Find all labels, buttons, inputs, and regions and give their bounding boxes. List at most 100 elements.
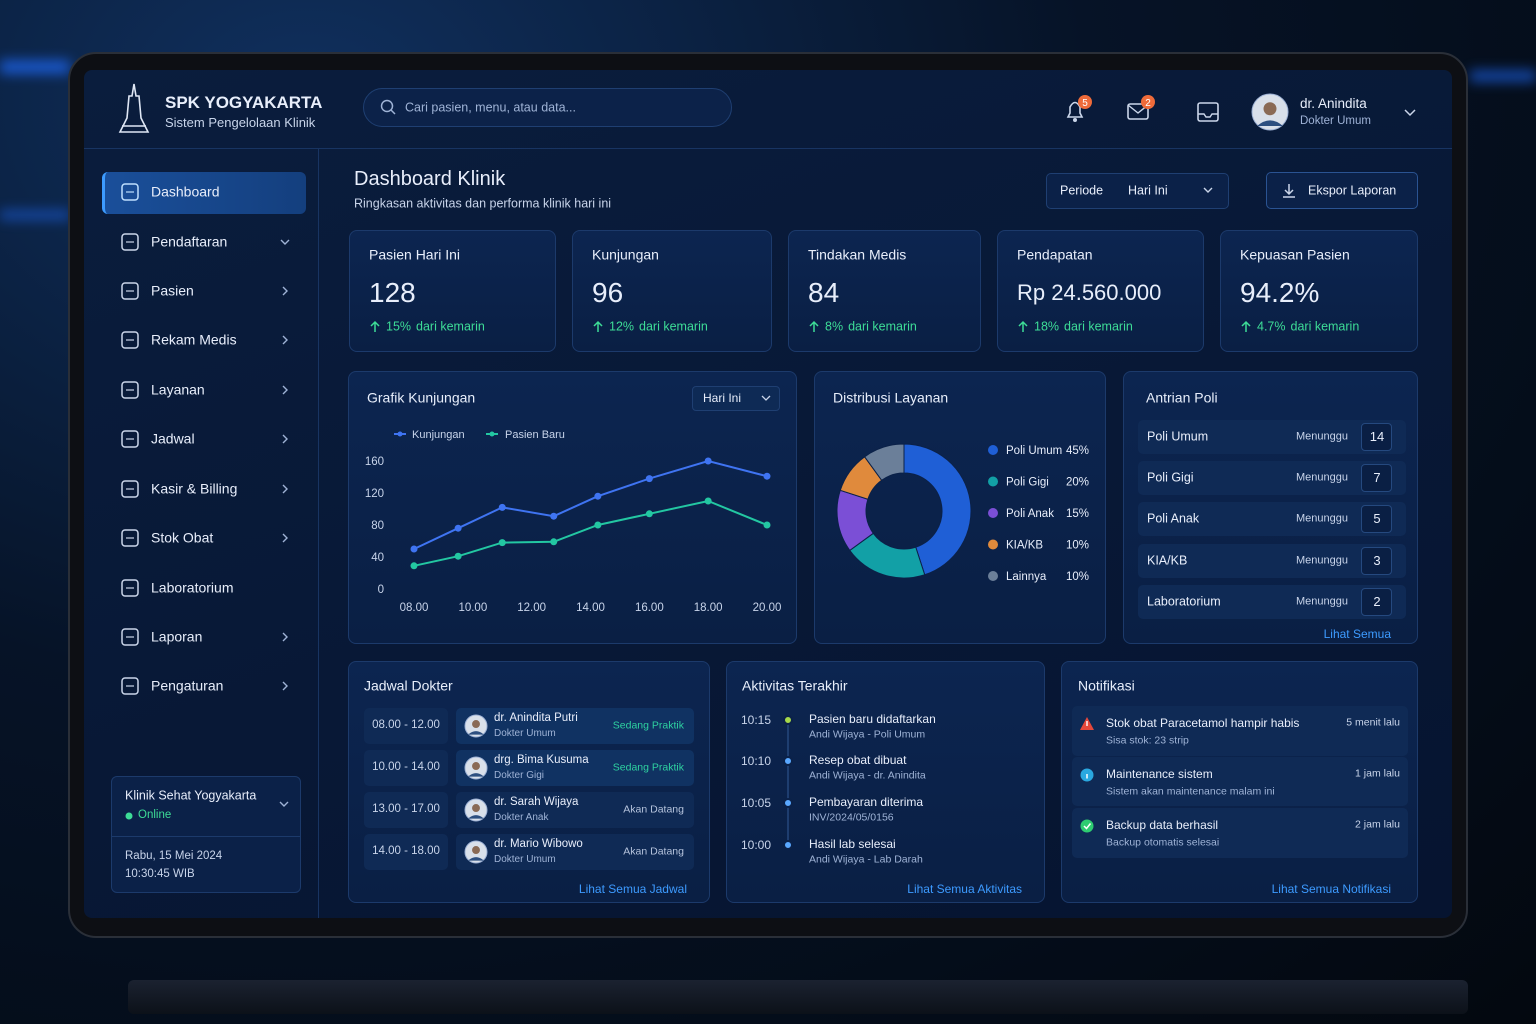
menu-item[interactable]: Pengaturan	[151, 677, 224, 694]
user-name: dr. Anindita	[1300, 95, 1367, 111]
export-label: Ekspor Laporan	[1308, 183, 1397, 198]
light-streak	[1470, 70, 1536, 82]
doctor-status: Akan Datang	[623, 803, 684, 816]
stat-value: Rp 24.560.000	[1017, 279, 1162, 305]
panel-title: Jadwal Dokter	[364, 677, 453, 694]
queue-name: Poli Anak	[1147, 511, 1200, 526]
stat-value: 96	[592, 277, 624, 309]
menu-item[interactable]: Dashboard	[151, 183, 220, 200]
activity-time: 10:00	[741, 837, 772, 852]
stat-label: Kepuasan Pasien	[1240, 246, 1350, 263]
activity-panel	[726, 661, 1045, 903]
doctor-name: dr. Mario Wibowo	[494, 838, 583, 851]
queue-count-box	[1361, 588, 1392, 616]
schedule-doctor-box	[456, 750, 694, 786]
doctor-status: Sedang Praktik	[612, 761, 684, 774]
menu-item[interactable]: Pendaftaran	[151, 233, 228, 250]
stat-card	[788, 230, 981, 352]
panel-link[interactable]: Lihat Semua Aktivitas	[907, 881, 1022, 896]
stat-change: 8% dari kemarin	[825, 320, 917, 335]
panel-link[interactable]: Lihat Semua Notifikasi	[1271, 881, 1391, 896]
stat-label: Pasien Hari Ini	[369, 246, 461, 263]
brand-title: SPK YOGYAKARTA	[165, 92, 323, 112]
queue-count-box	[1361, 423, 1392, 451]
stat-card	[572, 230, 772, 352]
panel-link[interactable]: Lihat Semua	[1323, 626, 1391, 641]
sidebar-divider	[318, 149, 319, 918]
doctor-name: dr. Anindita Putri	[494, 712, 578, 725]
brand-subtitle: Sistem Pengelolaan Klinik	[165, 115, 316, 131]
activity-title: Hasil lab selesai	[809, 836, 896, 851]
doctor-role: Dokter Umum	[494, 854, 556, 865]
schedule-time-box	[364, 750, 448, 786]
light-streak	[0, 210, 70, 220]
stat-change-text: dari kemarin	[1064, 319, 1133, 334]
queue-name: Poli Umum	[1147, 429, 1209, 444]
schedule-time: 14.00 - 18.00	[372, 845, 440, 858]
stat-label: Pendapatan	[1017, 246, 1093, 263]
notification-time: 5 menit lalu	[1346, 716, 1400, 729]
stat-card	[1220, 230, 1418, 352]
light-streak	[0, 60, 70, 74]
panel-link[interactable]: Lihat Semua Jadwal	[578, 881, 687, 896]
page-title: Dashboard Klinik	[354, 168, 506, 190]
page-subtitle: Ringkasan aktivitas dan performa klinik …	[354, 196, 612, 211]
stat-change-value: 8%	[825, 319, 844, 334]
period-label: Periode	[1060, 183, 1104, 198]
queue-count: 5	[1373, 511, 1381, 527]
activity-time: 10:05	[741, 795, 772, 810]
menu-item[interactable]: Layanan	[151, 381, 205, 398]
activity-detail: Andi Wijaya - dr. Anindita	[809, 769, 926, 782]
stat-card	[997, 230, 1204, 352]
period-select[interactable]	[1046, 173, 1229, 209]
menu-item[interactable]: Kasir & Billing	[151, 480, 238, 497]
notification-row	[1072, 706, 1408, 756]
activity-detail: Andi Wijaya - Poli Umum	[809, 728, 926, 741]
search-placeholder: Cari pasien, menu, atau data...	[405, 100, 576, 115]
menu-item[interactable]: Rekam Medis	[151, 331, 237, 348]
clinic-date: Rabu, 15 Mei 2024	[125, 850, 223, 863]
notification-time: 2 jam lalu	[1355, 818, 1400, 831]
menu-item[interactable]: Laporan	[151, 628, 203, 645]
stat-value: 84	[808, 277, 840, 309]
user-role: Dokter Umum	[1300, 115, 1371, 128]
notification-title: Backup data berhasil	[1106, 817, 1219, 832]
notification-row	[1072, 757, 1408, 806]
doctor-role: Dokter Gigi	[494, 770, 545, 781]
activity-title: Pembayaran diterima	[809, 794, 924, 809]
pie-chart-panel	[814, 371, 1106, 644]
queue-count-box	[1361, 464, 1392, 492]
stat-change: 15% dari kemarin	[386, 320, 485, 335]
stat-label: Tindakan Medis	[808, 246, 907, 263]
stat-value: 94.2%	[1240, 277, 1320, 309]
activity-title: Resep obat dibuat	[809, 752, 907, 767]
schedule-doctor-box	[456, 834, 694, 870]
chart-filter-label: Hari Ini	[703, 390, 742, 405]
menu-item[interactable]: Pasien	[151, 282, 194, 299]
clinic-divider	[112, 836, 300, 837]
schedule-time: 08.00 - 12.00	[372, 719, 440, 732]
notification-detail: Sisa stok: 23 strip	[1106, 734, 1189, 747]
menu-item[interactable]: Laboratorium	[151, 579, 234, 596]
queue-count: 14	[1369, 429, 1385, 445]
menu-item[interactable]: Stok Obat	[151, 529, 214, 546]
doctor-role: Dokter Anak	[494, 812, 549, 823]
search-box[interactable]	[363, 88, 732, 127]
stat-change-value: 18%	[1034, 319, 1060, 334]
notification-time: 1 jam lalu	[1355, 767, 1400, 780]
clinic-time: 10:30:45 WIB	[125, 868, 195, 881]
activity-time: 10:15	[741, 712, 772, 727]
doctor-name: dr. Sarah Wijaya	[494, 796, 579, 809]
queue-count: 7	[1373, 470, 1381, 486]
stat-change: 4.7% dari kemarin	[1257, 320, 1359, 335]
queue-count-box	[1361, 547, 1392, 575]
menu-item[interactable]: Jadwal	[151, 430, 195, 447]
schedule-time: 13.00 - 17.00	[372, 803, 440, 816]
panel-title: Aktivitas Terakhir	[742, 677, 848, 694]
stat-change-value: 4.7%	[1257, 319, 1286, 334]
schedule-time-box	[364, 708, 448, 744]
stat-change-text: dari kemarin	[639, 319, 708, 334]
queue-name: Poli Gigi	[1147, 470, 1194, 485]
stat-change-text: dari kemarin	[416, 319, 485, 334]
